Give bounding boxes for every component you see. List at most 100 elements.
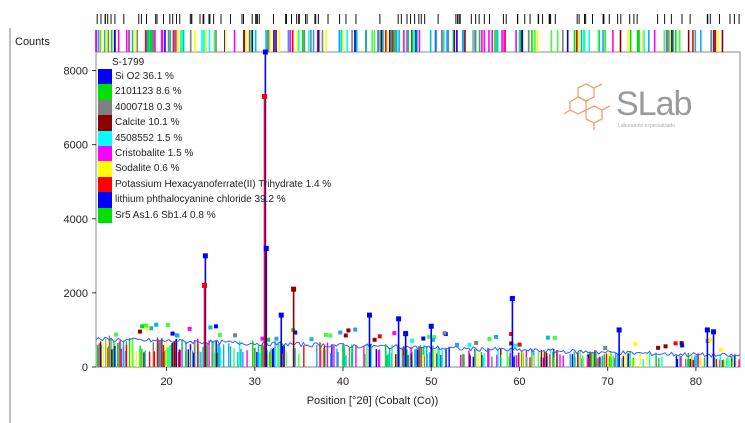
peak-marker (353, 327, 358, 332)
peak-marker (509, 341, 514, 346)
x-tick-label: 30 (249, 376, 261, 388)
peak-marker (432, 335, 437, 340)
legend-swatch (98, 69, 112, 85)
legend-swatch (98, 176, 112, 193)
peak-marker (187, 326, 192, 331)
legend-label: Potassium Hexacyanoferrate(II) Trihydrat… (115, 178, 332, 190)
peak-marker (455, 342, 460, 347)
legend-label: Sr5 As1.6 Sb1.4 0.8 % (115, 209, 216, 221)
peak-marker (426, 334, 431, 339)
legend-swatch (98, 145, 112, 162)
peak-marker (274, 336, 279, 341)
peak-marker (170, 331, 175, 336)
y-tick-label: 2000 (64, 288, 88, 300)
peak-marker (673, 341, 678, 346)
peak-marker (552, 335, 557, 340)
legend-label: Si O2 36.1 % (115, 71, 174, 82)
logo-subtext: Laboratorio especializado (618, 123, 675, 129)
peak-marker (509, 331, 514, 336)
legend-swatch (98, 161, 112, 177)
legend-label: 4508552 1.5 % (115, 132, 183, 144)
peak-marker (323, 332, 328, 337)
peak-marker (143, 323, 148, 328)
peak-marker (208, 325, 213, 330)
peak-marker (266, 337, 271, 342)
peak-marker (509, 295, 515, 301)
peak-marker (213, 324, 218, 329)
peak-marker (217, 333, 222, 338)
legend-item: Cristobalite 1.5 % (98, 145, 331, 162)
peak-marker (442, 331, 447, 336)
peak-marker (467, 342, 472, 347)
peak-marker (474, 340, 479, 345)
peak-marker (403, 331, 409, 337)
peak-marker (410, 338, 415, 343)
x-axis-label: Position [°2θ] (Cobalt (Co)) (306, 395, 439, 407)
x-tick-label: 60 (513, 376, 525, 388)
peak-marker (494, 334, 499, 339)
legend-item: 4508552 1.5 % (98, 130, 331, 146)
legend-item: Si O2 36.1 % (98, 69, 331, 85)
peak-marker (309, 337, 314, 342)
peak-marker (711, 329, 717, 335)
peak-marker (708, 337, 713, 342)
legend-label: Sodalite 0.6 % (115, 163, 180, 175)
peak-marker (260, 336, 265, 341)
legend-label: 4000718 0.3 % (115, 101, 183, 113)
y-axis-label: Counts (15, 36, 50, 48)
peak-marker (165, 322, 170, 327)
legend-swatch (98, 192, 112, 208)
legend-label: 2101123 8.6 % (115, 86, 182, 98)
peak-marker (346, 328, 351, 333)
legend-item: Potassium Hexacyanoferrate(II) Trihydrat… (98, 176, 332, 193)
slab-logo: SLab Laboratorio especializado (560, 80, 720, 140)
peak-marker (338, 330, 343, 335)
peak-marker (278, 312, 284, 318)
y-tick-label: 6000 (64, 140, 88, 152)
legend-item: Sodalite 0.6 % (98, 161, 331, 177)
peak-marker (704, 327, 710, 333)
legend-item: Calcite 10.1 % (98, 115, 331, 131)
legend-swatch (98, 207, 112, 223)
peak-marker (262, 49, 268, 55)
x-tick-label: 40 (337, 376, 349, 388)
legend: S-1799 Si O2 36.1 % 2101123 8.6 % 400071… (98, 56, 331, 223)
peak-marker (137, 329, 142, 334)
window-border (9, 28, 11, 423)
peak-marker (149, 326, 154, 331)
plot-area (95, 51, 741, 368)
peak-marker (633, 342, 638, 347)
peak-marker (421, 336, 426, 341)
peak-marker (396, 316, 402, 322)
legend-item: 4000718 0.3 % (98, 99, 331, 116)
legend-item: 2101123 8.6 % (98, 84, 331, 100)
scan-line (95, 336, 741, 359)
peak-marker (328, 333, 333, 338)
peak-marker (145, 326, 150, 331)
legend-item: Sr5 As1.6 Sb1.4 0.8 % (98, 207, 331, 223)
legend-label: lithium phthalocyanine chloride 39.2 % (115, 194, 286, 206)
x-tick-label: 70 (602, 376, 614, 388)
legend-item: lithium phthalocyanine chloride 39.2 % (98, 192, 331, 208)
peak-marker (202, 253, 208, 259)
x-tick-label: 50 (425, 376, 437, 388)
y-tick-label: 8000 (64, 66, 88, 78)
peak-marker (291, 286, 297, 292)
peak-marker (174, 333, 179, 338)
y-tick-label: 4000 (64, 214, 88, 226)
peak-marker (513, 343, 518, 348)
x-tick-label: 20 (160, 376, 172, 388)
legend-label: Cristobalite 1.5 % (115, 147, 194, 159)
peak-marker (487, 336, 492, 341)
peak-marker (656, 345, 661, 350)
peak-marker (680, 343, 685, 348)
peak-marker (263, 245, 269, 251)
peak-marker (261, 93, 267, 99)
legend-swatch (98, 130, 112, 146)
peak-marker (616, 327, 622, 333)
peak-marker (202, 282, 208, 288)
peak-marker (140, 324, 145, 329)
peak-marker (718, 347, 723, 352)
